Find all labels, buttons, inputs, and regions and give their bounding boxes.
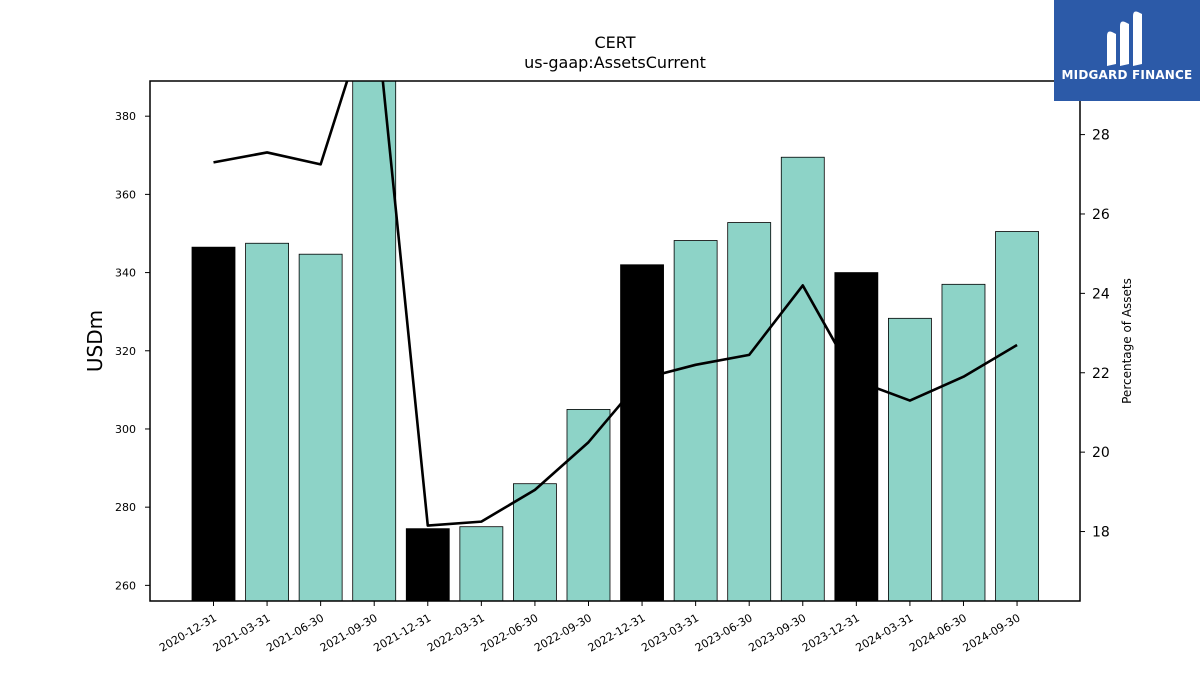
x-tick-label-2021-03-31: 2021-03-31: [211, 611, 273, 654]
chart-title: CERT: [594, 33, 635, 52]
x-tick-label-2024-09-30: 2024-09-30: [961, 611, 1023, 654]
y-axis-right: 18 20 22 24 26 28: [1080, 128, 1110, 541]
x-tick-label-2023-06-30: 2023-06-30: [693, 611, 755, 654]
y-tick-label-320: 320: [115, 345, 136, 358]
bar-2022-12-31: [620, 264, 664, 602]
bar-2020-12-31: [191, 246, 236, 602]
bar-2022-09-30: [566, 409, 611, 602]
x-tick-label-2022-06-30: 2022-06-30: [479, 611, 541, 654]
y2-tick-label-24: 24: [1092, 286, 1110, 302]
y-axis-label: USDm: [83, 310, 107, 372]
x-tick-label-2023-09-30: 2023-09-30: [746, 611, 808, 654]
line-series: [213, 81, 1018, 527]
x-tick-label-2023-12-31: 2023-12-31: [800, 611, 862, 654]
bar-2023-09-30: [780, 156, 825, 602]
percentage-line: [213, 81, 1018, 527]
x-tick-label-2024-06-30: 2024-06-30: [907, 611, 969, 654]
bar-2022-06-30: [513, 483, 557, 602]
x-tick-label-2022-09-30: 2022-09-30: [532, 611, 594, 654]
y-tick-label-380: 380: [115, 110, 136, 123]
y2-tick-label-26: 26: [1092, 207, 1110, 223]
bar-2021-09-30: [352, 80, 397, 602]
bar-2023-03-31: [673, 240, 718, 602]
y-tick-label-360: 360: [115, 188, 136, 201]
x-tick-label-2021-12-31: 2021-12-31: [371, 611, 433, 654]
y2-tick-label-20: 20: [1092, 445, 1110, 461]
x-tick-label-2021-06-30: 2021-06-30: [264, 611, 326, 654]
bar-2021-06-30: [298, 253, 343, 602]
bar-2022-03-31: [459, 526, 504, 602]
x-tick-label-2020-12-31: 2020-12-31: [157, 611, 219, 654]
midgard-m-logo-icon: [1107, 11, 1142, 66]
y-axis-left: 260 280 300 320 340 360 380: [115, 110, 150, 592]
plot-frame: [149, 80, 1081, 602]
bar-2024-03-31: [888, 317, 932, 602]
y-tick-label-300: 300: [115, 423, 136, 436]
bar-2024-09-30: [995, 231, 1039, 602]
y-tick-label-340: 340: [115, 267, 136, 280]
bar-2021-12-31: [405, 528, 450, 602]
brand-logo: MIDGARD FINANCE: [1054, 0, 1200, 101]
bar-series: [191, 80, 1039, 602]
bar-2023-06-30: [727, 222, 772, 602]
x-tick-label-2022-12-31: 2022-12-31: [586, 611, 648, 654]
y2-tick-label-18: 18: [1092, 525, 1110, 541]
x-tick-label-2024-03-31: 2024-03-31: [854, 611, 916, 654]
x-tick-label-2023-03-31: 2023-03-31: [639, 611, 701, 654]
y-tick-label-280: 280: [115, 501, 136, 514]
y2-tick-label-22: 22: [1092, 366, 1110, 382]
x-axis: 2020-12-312021-03-312021-06-302021-09-30…: [157, 601, 1023, 655]
y-tick-label-260: 260: [115, 579, 136, 592]
brand-name: MIDGARD FINANCE: [1061, 68, 1193, 82]
y2-tick-label-28: 28: [1092, 128, 1110, 144]
chart-subtitle: us-gaap:AssetsCurrent: [524, 53, 706, 72]
bar-2024-06-30: [941, 283, 986, 602]
bar-2021-03-31: [245, 242, 289, 602]
bar-2023-12-31: [834, 272, 879, 602]
y2-axis-label: Percentage of Assets: [1120, 278, 1134, 404]
x-tick-label-2021-09-30: 2021-09-30: [318, 611, 380, 654]
x-tick-label-2022-03-31: 2022-03-31: [425, 611, 487, 654]
